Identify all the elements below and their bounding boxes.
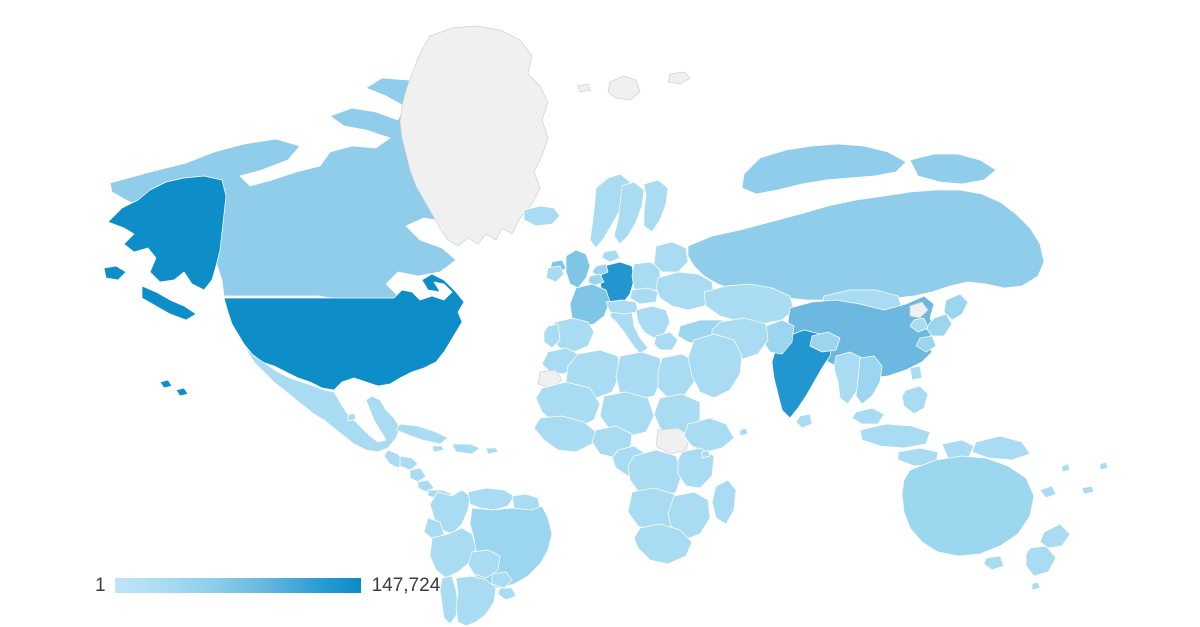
country-switzerland-austria[interactable] [605, 299, 639, 315]
country-portugal[interactable] [543, 323, 561, 349]
country-fiji[interactable] [1081, 485, 1095, 495]
country-libya[interactable] [615, 351, 663, 401]
country-south-korea[interactable] [909, 317, 929, 333]
country-uruguay[interactable] [497, 587, 517, 601]
map-legend: 1 147,724 [95, 568, 455, 602]
country-iceland[interactable] [523, 205, 561, 227]
country-south-sudan[interactable] [655, 427, 691, 455]
country-paraguay[interactable] [491, 571, 513, 589]
country-czech-slovakia[interactable] [629, 287, 659, 305]
country-greenland[interactable] [399, 25, 549, 247]
country-myanmar-thailand[interactable] [833, 351, 863, 405]
country-honduras[interactable] [399, 455, 419, 471]
country-taiwan[interactable] [909, 365, 923, 381]
country-france[interactable] [569, 283, 611, 327]
island-dot-1 [1099, 461, 1109, 471]
country-jamaica[interactable] [431, 445, 445, 453]
country-belgium[interactable] [587, 273, 605, 287]
country-ireland[interactable] [545, 265, 565, 283]
country-romania-ukraine[interactable] [655, 271, 715, 311]
region-minor-islands [347, 412, 1109, 591]
country-tasmania[interactable] [983, 555, 1005, 571]
island-dot-2 [1061, 463, 1071, 473]
country-netherlands[interactable] [591, 263, 609, 277]
country-franz-josef[interactable] [667, 71, 691, 85]
country-ethiopia-somalia[interactable] [683, 417, 735, 453]
country-north-korea[interactable] [909, 301, 929, 319]
region-south-america[interactable] [423, 487, 553, 627]
country-papua-new-guinea[interactable] [971, 435, 1031, 461]
country-new-caledonia[interactable] [1039, 485, 1057, 499]
country-puerto-rico[interactable] [485, 447, 499, 455]
country-kazakhstan[interactable] [703, 283, 795, 325]
country-united-states[interactable] [223, 273, 465, 391]
country-argentina[interactable] [455, 575, 497, 627]
legend-gradient-bar [114, 577, 361, 593]
country-baltics-belarus[interactable] [653, 241, 689, 273]
country-nepal-bangladesh[interactable] [809, 331, 841, 353]
country-alaska[interactable] [103, 175, 227, 321]
country-cuba[interactable] [395, 423, 449, 445]
country-chile[interactable] [439, 575, 459, 625]
country-japan[interactable] [915, 293, 969, 353]
country-iraq-saudi[interactable] [687, 333, 743, 399]
country-australia[interactable] [901, 455, 1035, 557]
country-madagascar[interactable] [711, 479, 737, 525]
country-chad-niger[interactable] [599, 391, 655, 437]
country-svalbard[interactable] [607, 75, 641, 101]
country-new-zealand[interactable] [1025, 523, 1071, 577]
country-south-africa[interactable] [633, 523, 693, 565]
country-russia[interactable] [687, 143, 1045, 301]
country-greece[interactable] [653, 331, 679, 351]
island-dot-4 [347, 412, 357, 422]
island-dot-5 [739, 427, 749, 437]
country-denmark[interactable] [601, 249, 621, 263]
region-arctic-atlantic[interactable] [399, 25, 691, 247]
country-malaysia[interactable] [851, 407, 885, 425]
country-sweden[interactable] [613, 181, 645, 245]
country-hawaii[interactable] [159, 379, 189, 397]
country-kenya-tanzania[interactable] [677, 447, 715, 489]
region-africa[interactable] [533, 347, 737, 565]
country-finland[interactable] [643, 179, 669, 233]
region-asia[interactable] [687, 143, 1045, 467]
country-mexico[interactable] [243, 345, 401, 453]
country-vietnam-laos[interactable] [855, 355, 883, 405]
island-dot-3 [1031, 581, 1041, 591]
country-west-africa[interactable] [533, 415, 597, 453]
region-oceania[interactable] [901, 455, 1095, 577]
country-sri-lanka[interactable] [795, 413, 813, 429]
legend-max-label: 147,724 [371, 574, 441, 596]
country-mozambique-zimbabwe[interactable] [667, 491, 711, 541]
country-nicaragua[interactable] [409, 467, 427, 483]
legend-min-label: 1 [95, 574, 106, 596]
country-philippines[interactable] [901, 385, 929, 415]
island-dot-6 [701, 449, 711, 459]
country-venezuela[interactable] [467, 487, 515, 511]
country-norway[interactable] [589, 173, 631, 249]
country-jan-mayen[interactable] [577, 83, 591, 93]
country-germany[interactable] [599, 261, 635, 305]
country-haiti-dominican[interactable] [451, 443, 481, 455]
country-guatemala[interactable] [383, 449, 405, 469]
